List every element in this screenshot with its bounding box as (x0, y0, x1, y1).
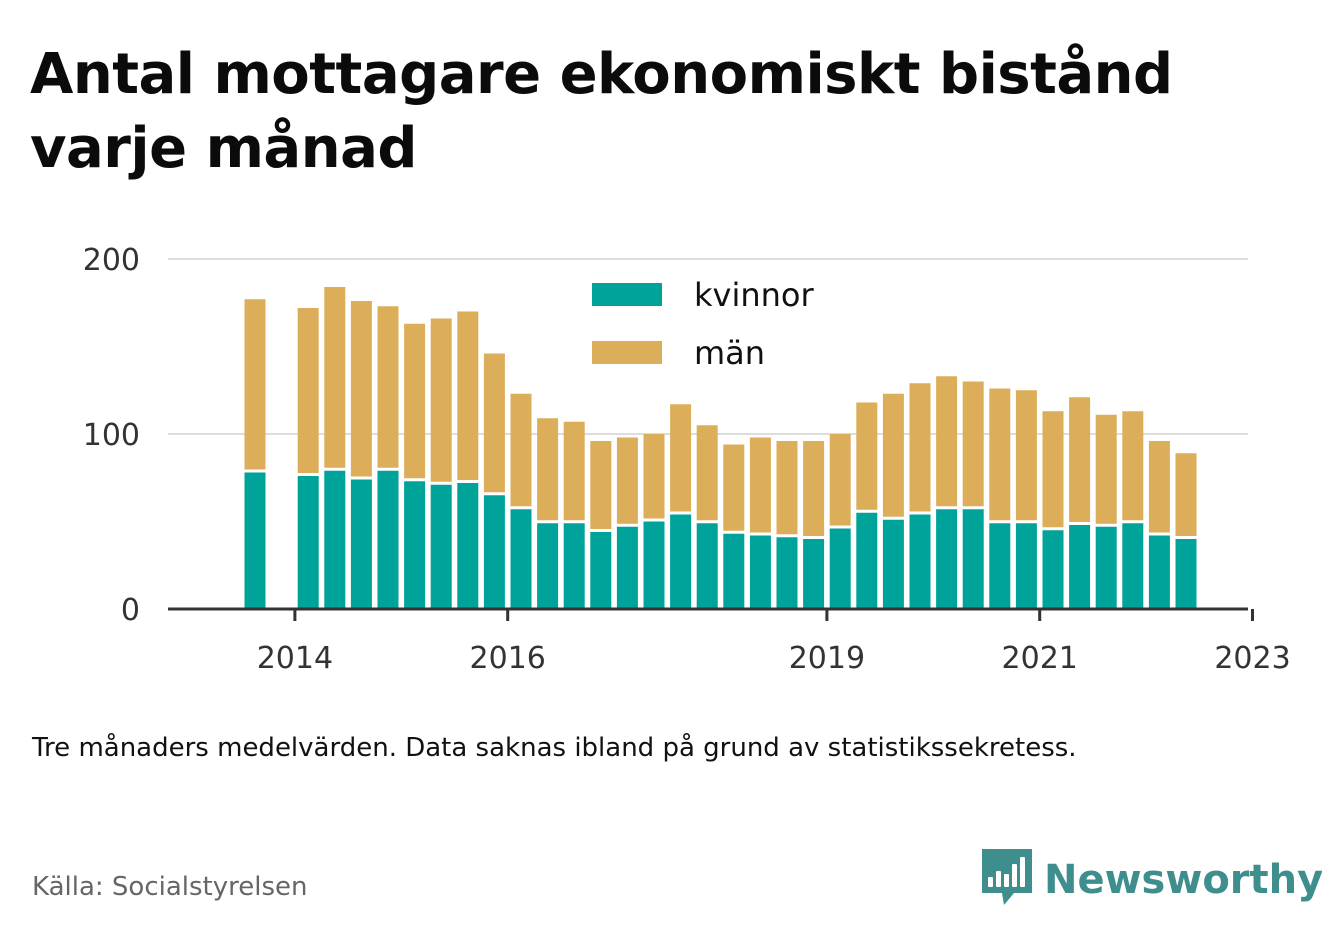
gridlines: 0 100 200 (83, 243, 1248, 628)
bar-kvinnor (563, 523, 585, 609)
bar-man (1069, 397, 1091, 522)
bars (244, 287, 1197, 609)
x-tick-label: 2019 (789, 641, 865, 676)
legend-label-man: män (694, 334, 765, 372)
bar-kvinnor (297, 476, 319, 609)
bar-kvinnor (643, 521, 665, 609)
bar-man (510, 393, 532, 507)
bar-kvinnor (377, 470, 399, 609)
bar-kvinnor (749, 535, 771, 609)
bar-man (1095, 414, 1117, 524)
bar-kvinnor (909, 514, 931, 609)
bar-kvinnor (1148, 535, 1170, 609)
bar-kvinnor (324, 470, 346, 609)
bar-kvinnor (829, 528, 851, 609)
bar-man (909, 383, 931, 512)
bar-kvinnor (590, 532, 612, 609)
bar-man (829, 434, 851, 526)
bar-kvinnor (430, 484, 452, 609)
bar-man (430, 318, 452, 482)
axes: 2014 2016 2019 2021 2023 (168, 607, 1291, 676)
bar-kvinnor (1175, 539, 1197, 609)
bar-man (670, 404, 692, 512)
bar-man (1148, 441, 1170, 533)
bar-kvinnor (882, 519, 904, 609)
bar-chart-speech-bubble-icon (982, 849, 1032, 905)
bar-kvinnor (537, 523, 559, 609)
bar-man (1122, 411, 1144, 521)
bar-kvinnor (670, 514, 692, 609)
bar-kvinnor (776, 537, 798, 609)
y-tick-label: 0 (121, 593, 140, 628)
legend-swatch-man (592, 341, 662, 364)
bar-man (350, 301, 372, 477)
bar-kvinnor (616, 526, 638, 609)
bar-man (962, 381, 984, 507)
bar-man (696, 425, 718, 521)
bar-man (723, 444, 745, 531)
bar-man (590, 441, 612, 529)
bar-man (643, 434, 665, 519)
bar-kvinnor (962, 509, 984, 609)
x-tick-label: 2014 (257, 641, 333, 676)
bar-man (882, 393, 904, 517)
bar-kvinnor (696, 523, 718, 609)
bar-man (244, 299, 266, 470)
brand-name: Newsworthy (1044, 857, 1322, 903)
legend-swatch-kvinnor (592, 283, 662, 306)
y-tick-label: 200 (83, 243, 140, 278)
bar-kvinnor (1042, 530, 1064, 609)
bar-man (1175, 453, 1197, 536)
bar-kvinnor (1095, 526, 1117, 609)
y-tick-label: 100 (83, 418, 140, 453)
bar-man (776, 441, 798, 535)
bar-kvinnor (723, 533, 745, 609)
bar-man (297, 308, 319, 473)
bar-kvinnor (1069, 525, 1091, 609)
bar-kvinnor (936, 509, 958, 609)
bar-kvinnor (483, 495, 505, 609)
bar-kvinnor (404, 481, 426, 609)
legend-label-kvinnor: kvinnor (694, 276, 815, 314)
bar-man (936, 376, 958, 507)
bar-man (537, 418, 559, 521)
chart-note: Tre månaders medelvärden. Data saknas ib… (32, 733, 1077, 763)
bar-man (616, 437, 638, 524)
bar-kvinnor (1015, 523, 1037, 609)
bar-man (483, 353, 505, 493)
x-tick-label: 2016 (470, 641, 546, 676)
bar-kvinnor (803, 539, 825, 609)
bar-kvinnor (457, 483, 479, 609)
newsworthy-logo[interactable]: Newsworthy (982, 848, 1322, 912)
x-tick-label: 2021 (1002, 641, 1078, 676)
bar-man (563, 421, 585, 521)
bar-man (803, 441, 825, 536)
x-tick-label: 2023 (1214, 641, 1290, 676)
source-credit: Källa: Socialstyrelsen (32, 872, 308, 902)
legend: kvinnor män (592, 276, 815, 372)
stacked-bar-chart: 0 100 200 2014 2016 2019 2021 2023 kvinnor män (83, 243, 1291, 676)
bar-kvinnor (244, 472, 266, 609)
bar-man (404, 323, 426, 479)
bar-man (989, 388, 1011, 521)
chart-title: Antal mottagare ekonomiskt bistånd varje… (30, 42, 1173, 181)
bar-kvinnor (1122, 523, 1144, 609)
bar-kvinnor (989, 523, 1011, 609)
bar-man (1042, 411, 1064, 528)
bar-man (457, 311, 479, 480)
bar-man (1015, 390, 1037, 521)
bar-man (377, 306, 399, 468)
bar-kvinnor (510, 509, 532, 609)
bar-kvinnor (350, 479, 372, 609)
bar-kvinnor (856, 512, 878, 609)
bar-man (324, 287, 346, 468)
bar-man (749, 437, 771, 533)
bar-man (856, 402, 878, 510)
